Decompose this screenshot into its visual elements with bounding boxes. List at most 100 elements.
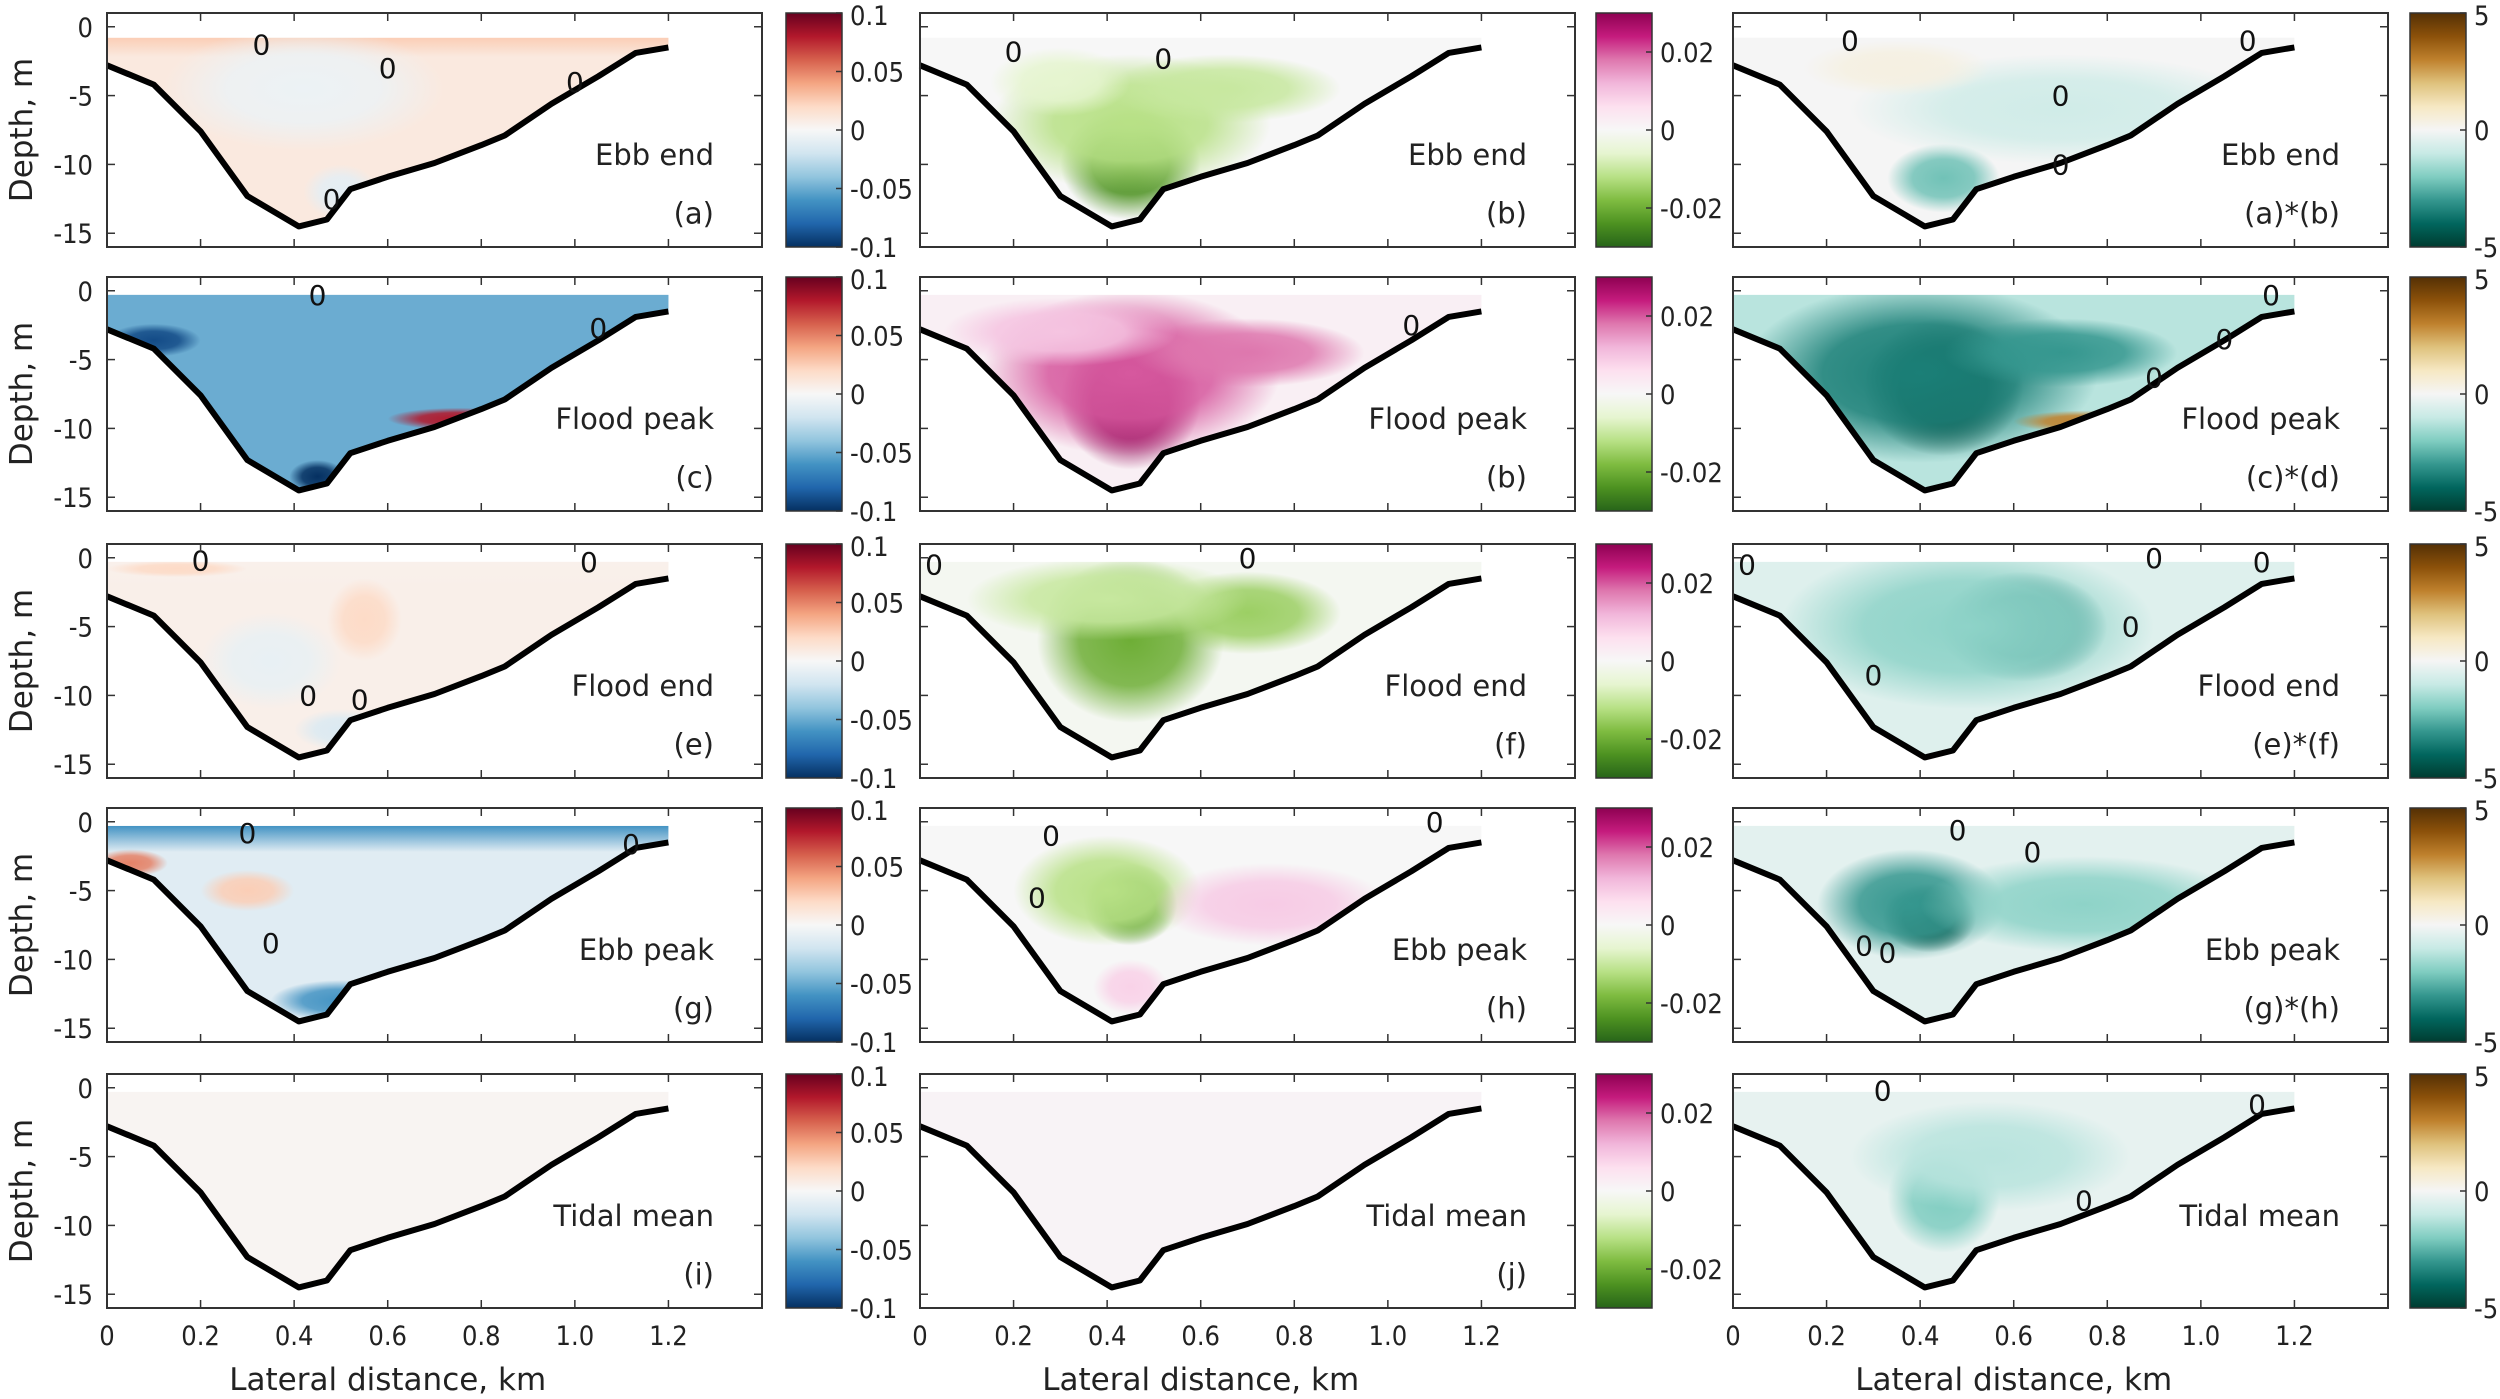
colorbar-gradient bbox=[1595, 543, 1653, 779]
colorbar-gradient bbox=[2409, 276, 2467, 512]
colorbar: 5 0 -5 bbox=[2409, 532, 2498, 795]
panel-0-0: 0 0 0 0 Ebb end (a) 0 -5 -10 -15 Depth, m bbox=[4, 12, 763, 250]
colorbar-tick-label: -0.05 bbox=[850, 970, 913, 1001]
x-tick-label: 0.6 bbox=[1181, 1321, 1220, 1352]
colorbar-tick-label: 0 bbox=[850, 1177, 865, 1208]
panel-letter-label: (c) bbox=[675, 461, 714, 495]
contour-zero-label: 0 bbox=[1402, 309, 1420, 342]
colorbar: 0.1 0.05 0 -0.05 -0.1 bbox=[785, 1, 913, 264]
colorbar-tick-label: 0 bbox=[1660, 116, 1675, 147]
contour-zero-label: 0 bbox=[1028, 881, 1046, 914]
contour-region bbox=[163, 37, 444, 151]
contour-zero-label: 0 bbox=[2075, 1185, 2093, 1218]
contour-region bbox=[200, 612, 341, 710]
contour-zero-label: 0 bbox=[566, 66, 584, 99]
y-axis-label: Depth, m bbox=[4, 853, 40, 997]
contour-region bbox=[1849, 1101, 2131, 1212]
colorbar-tick-label: -0.1 bbox=[850, 1028, 897, 1059]
panel-condition-label: Ebb peak bbox=[2205, 933, 2340, 967]
contour-zero-label: 0 bbox=[1864, 659, 1882, 692]
y-tick-label: -5 bbox=[69, 1143, 93, 1174]
colorbar-tick-label: 5 bbox=[2474, 265, 2489, 296]
x-tick-label: 1.2 bbox=[1462, 1321, 1501, 1352]
colorbar-tick-label: -0.02 bbox=[1660, 194, 1723, 225]
y-tick-label: 0 bbox=[78, 13, 93, 44]
contour-zero-label: 0 bbox=[2052, 148, 2070, 181]
y-tick-label: -10 bbox=[53, 681, 93, 712]
y-tick-label: -10 bbox=[53, 945, 93, 976]
colorbar-tick-label: 0 bbox=[1660, 647, 1675, 678]
y-tick-label: 0 bbox=[78, 1074, 93, 1105]
bathymetry-line bbox=[105, 1105, 669, 1291]
panel-2-1: 0 0 Flood end (f) bbox=[918, 542, 1576, 779]
contour-zero-label: 0 bbox=[2262, 279, 2280, 312]
bathymetry-line bbox=[1731, 839, 2295, 1025]
colorbar-gradient bbox=[2409, 543, 2467, 779]
y-axis-label: Depth, m bbox=[4, 589, 40, 733]
y-tick-label: -15 bbox=[53, 1014, 93, 1045]
contour-region bbox=[326, 578, 402, 661]
x-tick-label: 0.2 bbox=[181, 1321, 220, 1352]
x-tick-label: 0.4 bbox=[1901, 1321, 1940, 1352]
panel-2-0: 0 0 0 0 Flood end (e) 0 -5 -10 -15 Depth, m bbox=[4, 543, 763, 781]
bathymetry-line bbox=[918, 839, 1482, 1025]
colorbar-tick-label: 0.02 bbox=[1660, 1099, 1714, 1130]
colorbar: 0.02 0 -0.02 bbox=[1595, 807, 1723, 1043]
axes-frame bbox=[106, 276, 763, 512]
x-tick-label: 0.4 bbox=[275, 1321, 314, 1352]
colorbar-tick-label: 5 bbox=[2474, 532, 2489, 563]
bathymetry-line bbox=[918, 44, 1482, 230]
panel-letter-label: (h) bbox=[1486, 992, 1527, 1026]
colorbar-tick-label: 0 bbox=[850, 647, 865, 678]
y-tick-label: -5 bbox=[69, 346, 93, 377]
x-tick-label: 1.0 bbox=[2182, 1321, 2221, 1352]
contour-zero-label: 0 bbox=[1042, 820, 1060, 853]
x-tick-label: 0 bbox=[912, 1321, 927, 1352]
x-tick-label: 0 bbox=[99, 1321, 114, 1352]
panel-condition-label: Flood peak bbox=[2181, 402, 2340, 436]
colorbar-gradient bbox=[2409, 1073, 2467, 1309]
colorbar-tick-label: 0.1 bbox=[850, 1062, 889, 1093]
x-axis-label: Lateral distance, km bbox=[1855, 1362, 2172, 1398]
colorbar-tick-label: -0.05 bbox=[850, 706, 913, 737]
colorbar-tick-label: -0.1 bbox=[850, 1294, 897, 1325]
colorbar-tick-label: 5 bbox=[2474, 1, 2489, 32]
x-tick-label: 0 bbox=[1725, 1321, 1740, 1352]
colorbar-gradient bbox=[2409, 12, 2467, 248]
colorbar-tick-label: 0 bbox=[2474, 1177, 2489, 1208]
colorbar: 0.02 0 -0.02 bbox=[1595, 12, 1723, 248]
colorbar-tick-label: 0.05 bbox=[850, 1119, 904, 1150]
contour-zero-label: 0 bbox=[323, 183, 341, 216]
axes-frame bbox=[1732, 1073, 2389, 1309]
colorbar-tick-label: 0 bbox=[2474, 116, 2489, 147]
y-tick-label: -15 bbox=[53, 1280, 93, 1311]
contour-zero-label: 0 bbox=[252, 29, 270, 62]
colorbar: 5 0 -5 bbox=[2409, 796, 2498, 1059]
colorbar-tick-label: -0.05 bbox=[850, 439, 913, 470]
contour-zero-label: 0 bbox=[1738, 549, 1756, 582]
x-tick-label: 0.2 bbox=[994, 1321, 1033, 1352]
y-tick-label: -10 bbox=[53, 1211, 93, 1242]
colorbar-tick-label: -5 bbox=[2474, 497, 2498, 528]
y-axis-label: Depth, m bbox=[4, 322, 40, 466]
contour-region bbox=[107, 561, 248, 578]
contour-zero-label: 0 bbox=[925, 549, 943, 582]
colorbar-tick-label: 0 bbox=[2474, 911, 2489, 942]
colorbar-tick-label: -5 bbox=[2474, 1294, 2498, 1325]
colorbar-tick-label: 0.1 bbox=[850, 796, 889, 827]
x-tick-label: 0.8 bbox=[2088, 1321, 2127, 1352]
contour-zero-label: 0 bbox=[1005, 36, 1023, 69]
contour-zero-label: 0 bbox=[309, 279, 327, 312]
panel-2-2: 0 0 0 0 0 Flood end (e)*(f) bbox=[1731, 542, 2389, 779]
panel-condition-label: Ebb end bbox=[595, 138, 714, 172]
x-tick-label: 0.2 bbox=[1807, 1321, 1846, 1352]
colorbar-gradient bbox=[2409, 807, 2467, 1043]
x-tick-label: 0.8 bbox=[1275, 1321, 1314, 1352]
axes-frame bbox=[919, 543, 1576, 779]
contour-zero-label: 0 bbox=[580, 546, 598, 579]
colorbar-tick-label: -0.02 bbox=[1660, 1255, 1723, 1286]
contour-zero-label: 0 bbox=[2024, 836, 2042, 869]
contour-region bbox=[1130, 318, 1365, 388]
y-tick-label: -5 bbox=[69, 82, 93, 113]
